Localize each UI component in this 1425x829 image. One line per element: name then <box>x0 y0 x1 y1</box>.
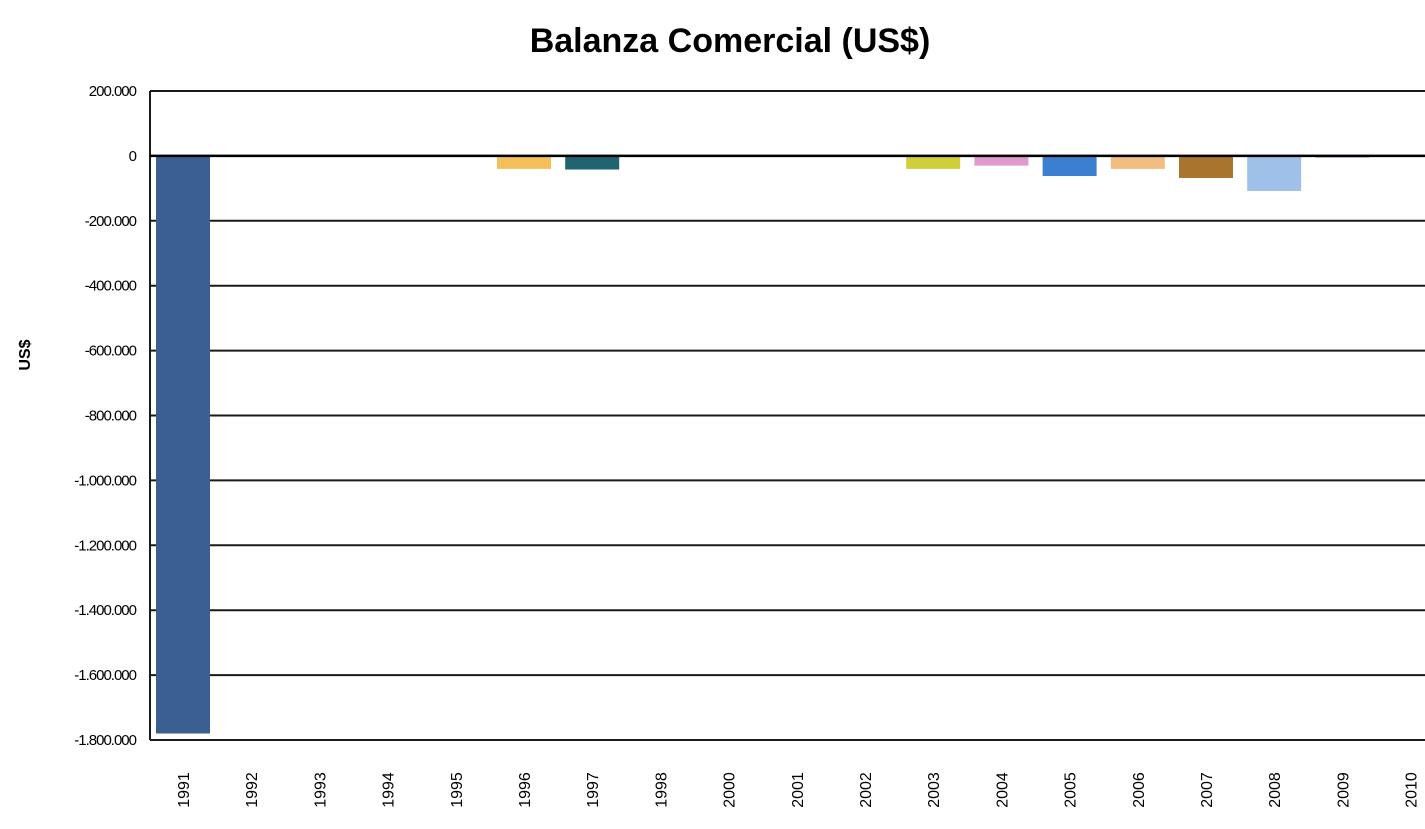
bar-2008 <box>1247 155 1302 191</box>
bar-2003 <box>906 155 961 169</box>
bar-2007 <box>1179 155 1233 178</box>
bar-1991 <box>156 155 210 734</box>
x-tick-label: 2008 <box>1267 772 1284 808</box>
x-tick-label: 1993 <box>312 772 329 808</box>
y-tick-label: -1.400.000 <box>74 602 136 619</box>
y-tick-label: -1.600.000 <box>74 667 136 684</box>
x-tick-label: 2007 <box>1199 772 1216 808</box>
gridlines <box>150 90 1425 741</box>
y-tick-label: -800.000 <box>85 408 137 425</box>
bars <box>156 155 1425 734</box>
x-tick-label: 1994 <box>381 772 398 808</box>
y-tick-label: 0 <box>129 148 137 165</box>
y-tick-label: -200.000 <box>85 213 137 230</box>
x-tick-label: 1997 <box>585 772 602 808</box>
chart-title: Balanza Comercial (US$) <box>530 22 931 60</box>
x-tick-label: 2000 <box>722 772 739 808</box>
x-tick-label: 1995 <box>449 772 466 808</box>
y-tick-labels: 200.000 0 -200.000 -400.000 -600.000 -800.000… <box>74 83 137 749</box>
x-tick-label: 1992 <box>244 772 261 808</box>
bar-2006 <box>1110 155 1165 169</box>
y-tick-label: -1.800.000 <box>74 732 136 749</box>
x-tick-label: 2004 <box>994 772 1011 808</box>
bar-2005 <box>1042 155 1097 177</box>
bar-2004 <box>974 155 1029 166</box>
x-tick-label: 2005 <box>1063 772 1080 808</box>
x-tick-label: 2010 <box>1404 772 1421 808</box>
axes <box>149 91 1425 740</box>
y-tick-label: -1.200.000 <box>74 537 136 554</box>
bar-1997 <box>565 155 620 170</box>
x-tick-labels: 1991 1992 1993 1994 1995 1996 1997 1998 2000 2001… <box>176 772 1421 808</box>
y-tick-label: -600.000 <box>85 343 137 360</box>
x-tick-label: 1998 <box>653 772 670 808</box>
y-axis-label: US$ <box>17 339 34 370</box>
x-tick-label: 1996 <box>517 772 534 808</box>
bar-1996 <box>497 155 551 169</box>
y-tick-label: -1.000.000 <box>74 472 136 489</box>
x-tick-label: 2001 <box>790 772 807 808</box>
x-tick-label: 2006 <box>1131 772 1148 808</box>
y-tick-label: 200.000 <box>89 83 137 100</box>
x-tick-label: 2009 <box>1335 772 1352 808</box>
x-tick-label: 1991 <box>176 772 193 808</box>
x-tick-label: 2003 <box>926 772 943 808</box>
y-tick-label: -400.000 <box>85 278 137 295</box>
x-tick-label: 2002 <box>858 772 875 808</box>
